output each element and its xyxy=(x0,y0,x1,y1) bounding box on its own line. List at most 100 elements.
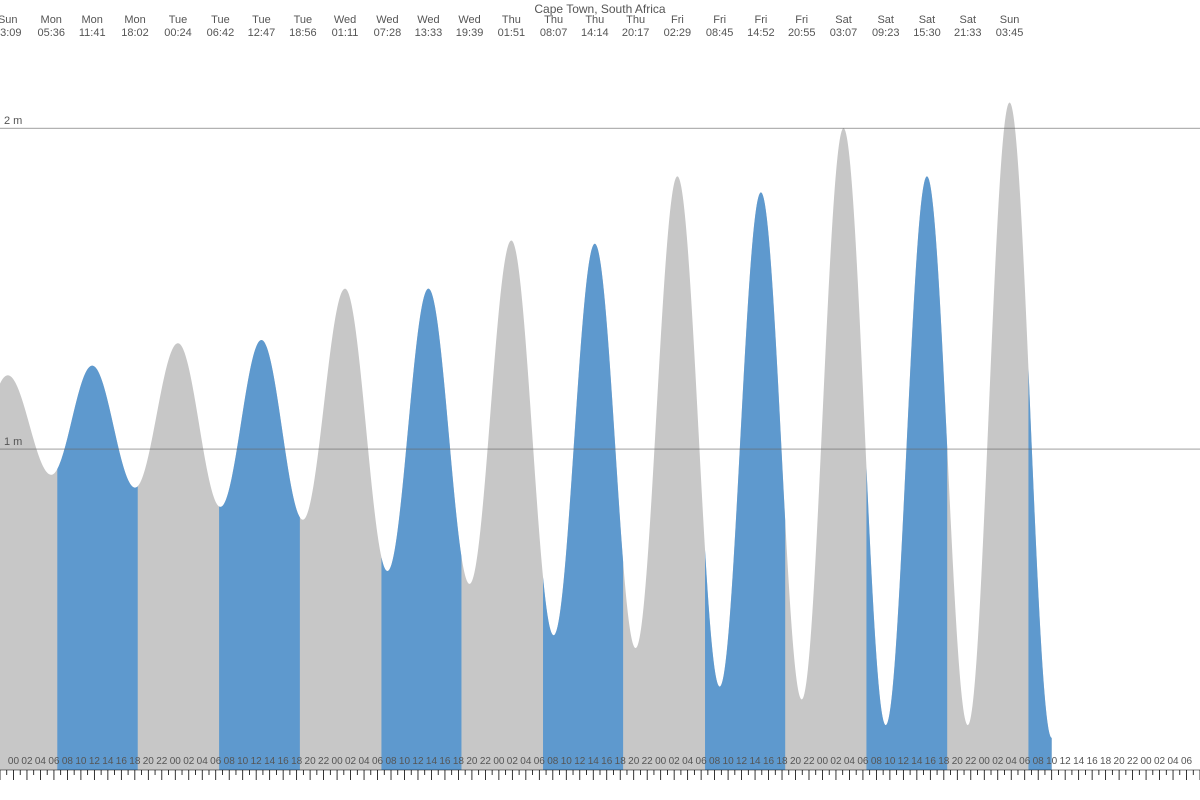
tide-header-col: Wed13:33 xyxy=(406,14,450,40)
tide-header-col: Thu14:14 xyxy=(573,14,617,40)
tide-header-col: Sun23:09 xyxy=(0,14,30,40)
tide-header-col: Sat15:30 xyxy=(905,14,949,40)
hour-label: 08 xyxy=(547,756,558,767)
tide-header-col: Fri20:55 xyxy=(780,14,824,40)
tide-header-col: Wed01:11 xyxy=(323,14,367,40)
hour-label: 00 xyxy=(979,756,990,767)
hour-label: 08 xyxy=(224,756,235,767)
tide-header-col: Tue06:42 xyxy=(198,14,242,40)
hour-label: 10 xyxy=(75,756,86,767)
tide-chart: Cape Town, South Africa Sun23:09Mon05:36… xyxy=(0,0,1200,800)
tide-header-time: 08:45 xyxy=(698,27,742,40)
hour-label: 02 xyxy=(1154,756,1165,767)
tide-header-time: 14:14 xyxy=(573,27,617,40)
tide-header-day: Wed xyxy=(323,14,367,27)
hour-label: 10 xyxy=(399,756,410,767)
tide-header-day: Tue xyxy=(239,14,283,27)
tide-header-col: Tue00:24 xyxy=(156,14,200,40)
hour-label: 06 xyxy=(1181,756,1192,767)
hour-label: 20 xyxy=(143,756,154,767)
tide-header-time: 14:52 xyxy=(739,27,783,40)
hour-label: 16 xyxy=(278,756,289,767)
tide-header-time: 03:45 xyxy=(988,27,1032,40)
tide-header-day: Sat xyxy=(946,14,990,27)
tide-header-time: 11:41 xyxy=(70,27,114,40)
tide-header-time: 18:56 xyxy=(281,27,325,40)
hour-label: 00 xyxy=(8,756,19,767)
tide-header-day: Tue xyxy=(281,14,325,27)
chart-svg xyxy=(0,0,1200,800)
tide-header-time: 15:30 xyxy=(905,27,949,40)
tide-header-time: 05:36 xyxy=(29,27,73,40)
tide-header-col: Sat03:07 xyxy=(822,14,866,40)
tide-header-day: Wed xyxy=(448,14,492,27)
hour-label: 12 xyxy=(736,756,747,767)
hour-label: 20 xyxy=(1114,756,1125,767)
hour-label: 20 xyxy=(466,756,477,767)
hour-label: 16 xyxy=(116,756,127,767)
hour-label: 16 xyxy=(601,756,612,767)
tide-header-time: 19:39 xyxy=(448,27,492,40)
hour-label: 12 xyxy=(898,756,909,767)
hour-label: 18 xyxy=(776,756,787,767)
hour-label: 04 xyxy=(35,756,46,767)
tide-header-day: Mon xyxy=(70,14,114,27)
hour-label: 00 xyxy=(817,756,828,767)
tide-header-time: 07:28 xyxy=(365,27,409,40)
hour-label: 02 xyxy=(345,756,356,767)
hour-label: 14 xyxy=(588,756,599,767)
hour-label: 04 xyxy=(844,756,855,767)
hour-label: 10 xyxy=(237,756,248,767)
hour-label: 04 xyxy=(197,756,208,767)
hour-label: 02 xyxy=(183,756,194,767)
hour-label: 04 xyxy=(520,756,531,767)
x-axis-header: Sun23:09Mon05:36Mon11:41Mon18:02Tue00:24… xyxy=(0,14,1200,48)
hour-label: 10 xyxy=(1046,756,1057,767)
hour-label: 12 xyxy=(412,756,423,767)
tide-header-col: Fri14:52 xyxy=(739,14,783,40)
hour-label: 10 xyxy=(561,756,572,767)
tide-header-col: Thu08:07 xyxy=(532,14,576,40)
tide-header-time: 21:33 xyxy=(946,27,990,40)
hour-label: 14 xyxy=(1073,756,1084,767)
tide-header-time: 08:07 xyxy=(532,27,576,40)
hour-label: 18 xyxy=(129,756,140,767)
hour-label: 08 xyxy=(385,756,396,767)
hour-label: 14 xyxy=(749,756,760,767)
hour-label: 04 xyxy=(1167,756,1178,767)
y-label-1m: 1 m xyxy=(4,436,22,448)
tide-header-col: Mon05:36 xyxy=(29,14,73,40)
hour-label: 12 xyxy=(251,756,262,767)
tide-header-time: 03:07 xyxy=(822,27,866,40)
hour-label: 04 xyxy=(1006,756,1017,767)
hour-label: 02 xyxy=(507,756,518,767)
hour-label: 14 xyxy=(911,756,922,767)
hour-label: 06 xyxy=(696,756,707,767)
tide-header-time: 00:24 xyxy=(156,27,200,40)
hour-label: 22 xyxy=(1127,756,1138,767)
tide-header-day: Fri xyxy=(698,14,742,27)
tide-header-time: 06:42 xyxy=(198,27,242,40)
hour-label: 16 xyxy=(925,756,936,767)
hour-label: 22 xyxy=(318,756,329,767)
hour-label: 14 xyxy=(426,756,437,767)
hour-label: 08 xyxy=(871,756,882,767)
tide-header-day: Wed xyxy=(406,14,450,27)
hour-label: 22 xyxy=(965,756,976,767)
hour-label: 04 xyxy=(682,756,693,767)
hour-label: 20 xyxy=(305,756,316,767)
hour-label: 20 xyxy=(790,756,801,767)
tide-header-time: 23:09 xyxy=(0,27,30,40)
tide-header-time: 20:17 xyxy=(614,27,658,40)
tide-header-time: 01:51 xyxy=(489,27,533,40)
hour-label: 04 xyxy=(358,756,369,767)
hour-label: 18 xyxy=(938,756,949,767)
hour-label: 16 xyxy=(763,756,774,767)
tide-header-time: 20:55 xyxy=(780,27,824,40)
hour-label: 06 xyxy=(534,756,545,767)
hour-label: 08 xyxy=(1033,756,1044,767)
hour-label: 22 xyxy=(642,756,653,767)
hour-label: 06 xyxy=(857,756,868,767)
hour-label: 02 xyxy=(830,756,841,767)
tide-header-day: Sat xyxy=(822,14,866,27)
